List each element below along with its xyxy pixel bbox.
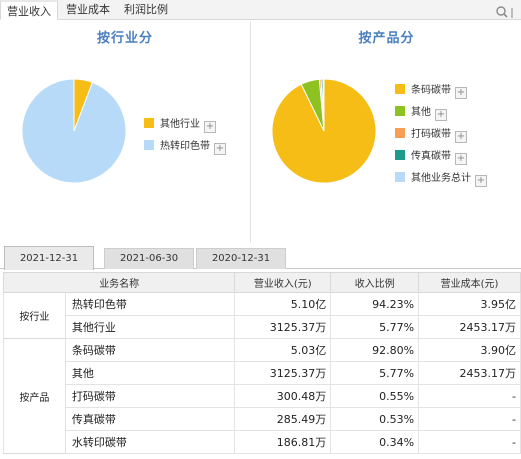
table-row: 传真碳带 285.49万 0.53% - <box>4 407 521 431</box>
expand-icon[interactable]: + <box>455 87 467 99</box>
table-row: 水转印碳带 186.81万 0.34% - <box>4 430 521 454</box>
cell-revenue: 3125.37万 <box>234 315 332 339</box>
legend-label: 热转印色带 <box>160 141 210 152</box>
cell-name: 其他 <box>64 361 236 385</box>
legend-label: 其他业务总计 <box>411 173 471 184</box>
expand-icon[interactable]: + <box>455 131 467 143</box>
legend-swatch <box>395 172 405 182</box>
group-label-industry: 按行业 <box>3 292 66 339</box>
legend-label: 其他 <box>411 107 431 118</box>
tab-revenue[interactable]: 营业收入 <box>0 0 58 20</box>
tab-date-2021-12-31[interactable]: 2021-12-31 <box>4 246 94 270</box>
legend-item-other: 其他 + <box>395 105 487 127</box>
pie-slice-0[interactable] <box>271 78 377 184</box>
tab-profit-ratio[interactable]: 利润比例 <box>124 3 168 16</box>
cell-cost: 3.95亿 <box>418 292 521 316</box>
header-cost: 营业成本(元) <box>418 272 521 293</box>
cell-cost: 2453.17万 <box>418 361 521 385</box>
cell-ratio: 0.55% <box>330 384 420 408</box>
expand-icon[interactable]: + <box>435 109 447 121</box>
product-legend: 条码碳带 + 其他 + 打码碳带 + 传真碳带 + 其他业务总计 + <box>395 83 487 193</box>
legend-item-other-industry: 其他行业 + <box>144 117 226 139</box>
cell-cost: - <box>418 430 521 454</box>
legend-label: 其他行业 <box>160 119 200 130</box>
search-zone[interactable] <box>493 4 521 20</box>
group-label-product: 按产品 <box>3 338 66 454</box>
cell-name: 其他行业 <box>64 315 236 339</box>
cell-revenue: 300.48万 <box>234 384 332 408</box>
tab-cost[interactable]: 营业成本 <box>66 3 110 16</box>
legend-swatch <box>395 150 405 160</box>
table-row: 打码碳带 300.48万 0.55% - <box>4 384 521 408</box>
legend-label: 传真碳带 <box>411 151 451 162</box>
cell-name: 条码碳带 <box>64 338 236 362</box>
pie-slice-1[interactable] <box>21 78 127 184</box>
legend-label: 打码碳带 <box>411 129 451 140</box>
cell-revenue: 285.49万 <box>234 407 332 431</box>
expand-icon[interactable]: + <box>475 175 487 187</box>
cell-cost: 2453.17万 <box>418 315 521 339</box>
cell-revenue: 3125.37万 <box>234 361 332 385</box>
product-chart-title: 按产品分 <box>358 31 415 46</box>
expand-icon[interactable]: + <box>214 143 226 155</box>
cell-name: 水转印碳带 <box>64 430 236 454</box>
cell-cost: - <box>418 384 521 408</box>
cell-ratio: 0.53% <box>330 407 420 431</box>
cell-revenue: 186.81万 <box>234 430 332 454</box>
product-pie-chart <box>271 78 377 184</box>
cell-ratio: 5.77% <box>330 315 420 339</box>
tab-date-2021-06-30[interactable]: 2021-06-30 <box>104 248 194 269</box>
legend-item-thermal-ribbon: 热转印色带 + <box>144 139 226 161</box>
legend-swatch <box>144 118 154 128</box>
industry-chart-title: 按行业分 <box>96 31 153 46</box>
product-chart-panel: 按产品分 条码碳带 + 其他 + 打码碳带 + 传真碳带 + 其他业务总计 + <box>252 21 521 243</box>
tab-date-2020-12-31[interactable]: 2020-12-31 <box>196 248 286 269</box>
expand-icon[interactable]: + <box>455 153 467 165</box>
header-revenue-ratio: 收入比例 <box>330 272 420 293</box>
search-icon[interactable] <box>493 4 521 20</box>
cell-cost: 3.90亿 <box>418 338 521 362</box>
cell-ratio: 0.34% <box>330 430 420 454</box>
header-revenue: 营业收入(元) <box>234 272 332 293</box>
cell-revenue: 5.10亿 <box>234 292 332 316</box>
table-header-row: 业务名称 营业收入(元) 收入比例 营业成本(元) <box>2 272 521 293</box>
expand-icon[interactable]: + <box>204 121 216 133</box>
header-business-name: 业务名称 <box>2 272 236 293</box>
cell-name: 打码碳带 <box>64 384 236 408</box>
legend-item-coding-ribbon: 打码碳带 + <box>395 127 487 149</box>
table-row: 按行业 热转印色带 5.10亿 94.23% 3.95亿 <box>3 292 521 339</box>
pie-slice-4[interactable] <box>322 78 325 132</box>
cell-ratio: 94.23% <box>330 292 420 316</box>
table-row: 按产品 条码碳带 5.03亿 92.80% 3.90亿 <box>3 338 521 454</box>
cell-name: 热转印色带 <box>64 292 236 316</box>
legend-swatch <box>395 128 405 138</box>
cell-cost: - <box>418 407 521 431</box>
cell-name: 传真碳带 <box>64 407 236 431</box>
industry-legend: 其他行业 + 热转印色带 + <box>144 117 226 161</box>
legend-label: 条码碳带 <box>411 85 451 96</box>
date-tab-bar: 2021-12-31 2021-06-30 2020-12-31 <box>0 246 521 270</box>
legend-swatch <box>144 140 154 150</box>
cell-revenue: 5.03亿 <box>234 338 332 362</box>
legend-item-barcode-ribbon: 条码碳带 + <box>395 83 487 105</box>
table-row: 其他 3125.37万 5.77% 2453.17万 <box>4 361 521 385</box>
industry-pie-chart <box>21 78 127 184</box>
industry-chart-panel: 按行业分 其他行业 + 热转印色带 + <box>0 21 251 243</box>
legend-item-fax-ribbon: 传真碳带 + <box>395 149 487 171</box>
revenue-table: 业务名称 营业收入(元) 收入比例 营业成本(元) 按行业 热转印色带 5.10… <box>2 272 521 454</box>
table-row: 其他行业 3125.37万 5.77% 2453.17万 <box>4 315 521 339</box>
legend-swatch <box>395 84 405 94</box>
legend-swatch <box>395 106 405 116</box>
legend-item-other-business-total: 其他业务总计 + <box>395 171 487 193</box>
top-tab-bar: 营业收入 营业成本 利润比例 <box>0 0 521 20</box>
cell-ratio: 5.77% <box>330 361 420 385</box>
cell-ratio: 92.80% <box>330 338 420 362</box>
